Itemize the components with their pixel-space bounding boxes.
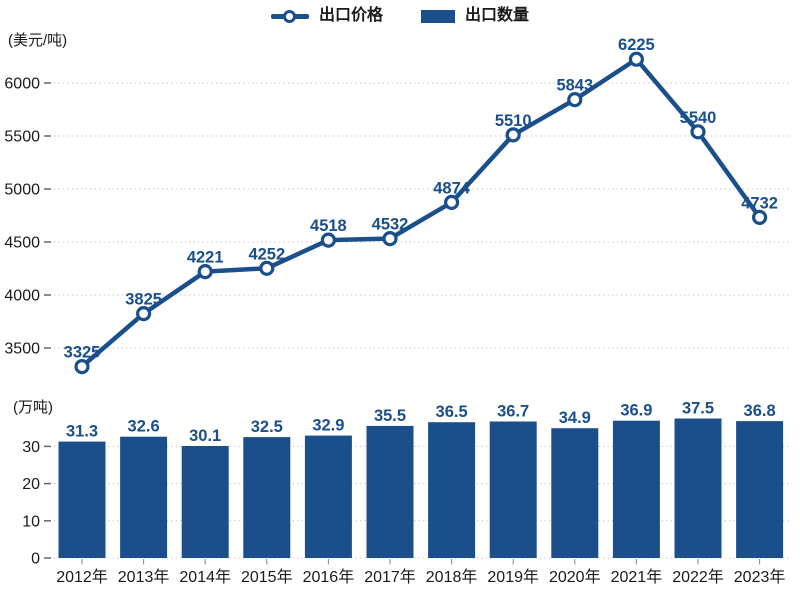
quantity-bar (736, 421, 784, 558)
x-tick-label: 2022年 (672, 568, 724, 586)
quantity-bar-label: 36.7 (497, 402, 529, 420)
x-tick-label: 2016年 (303, 568, 355, 586)
quantity-bar (58, 441, 106, 558)
price-point (74, 359, 90, 375)
quantity-bar (304, 435, 352, 558)
price-point-label: 4221 (187, 249, 224, 267)
quantity-y-tick-label: 10 (22, 513, 40, 530)
quantity-bar (366, 425, 414, 558)
price-line (79, 56, 762, 369)
price-point (320, 232, 336, 248)
price-point-label: 3325 (64, 344, 101, 362)
price-point (382, 231, 398, 247)
price-y-tick-label: 4000 (4, 288, 40, 305)
quantity-bar (674, 418, 722, 558)
x-tick-label: 2018年 (426, 568, 478, 586)
quantity-bar (428, 422, 476, 558)
line-series-icon (270, 9, 309, 23)
price-point-label: 6225 (618, 36, 655, 54)
quantity-bar (243, 437, 291, 558)
price-point (751, 209, 768, 225)
price-point (567, 91, 583, 108)
price-point (444, 194, 460, 210)
quantity-bar-label: 34.9 (559, 409, 591, 427)
legend-item-price: 出口价格 (270, 7, 383, 24)
quantity-y-tick-label: 0 (31, 551, 40, 568)
price-point (259, 260, 275, 276)
quantity-bar-label: 31.3 (66, 423, 98, 441)
bar-series-icon (421, 9, 455, 23)
quantity-bar-label: 36.5 (436, 403, 468, 421)
quantity-bar-label: 37.5 (682, 400, 714, 418)
quantity-bar-label: 35.5 (374, 407, 406, 425)
quantity-bar-label: 32.6 (128, 418, 160, 436)
legend-item-quantity: 出口数量 (421, 8, 529, 24)
price-y-tick-label: 3500 (4, 341, 40, 358)
x-tick-label: 2019年 (487, 568, 539, 586)
quantity-bar-label: 36.9 (620, 402, 652, 420)
x-tick-label: 2017年 (364, 568, 416, 586)
price-point-label: 5540 (680, 109, 717, 127)
price-point (505, 127, 521, 143)
quantity-bar (120, 436, 168, 558)
price-point-label: 5843 (556, 77, 593, 95)
quantity-bar-label: 30.1 (189, 427, 221, 445)
quantity-bar-label: 32.5 (251, 418, 283, 436)
price-point-label: 4252 (248, 245, 285, 263)
price-y-tick-label: 5500 (4, 129, 40, 146)
quantity-y-tick-label: 30 (22, 439, 40, 456)
quantity-axis-unit-label: (万吨) (13, 399, 53, 416)
x-tick-label: 2015年 (241, 568, 293, 586)
x-tick-label: 2012年 (56, 568, 108, 586)
price-point (628, 51, 645, 67)
legend-label-price: 出口价格 (318, 7, 383, 24)
x-tick-label: 2023年 (734, 568, 786, 586)
legend-label-quantity: 出口数量 (465, 7, 530, 24)
price-point-label: 4874 (433, 179, 471, 197)
x-tick-label: 2020年 (549, 568, 601, 586)
quantity-bar-label: 32.9 (312, 417, 344, 435)
price-point-label: 3825 (125, 291, 162, 309)
price-point-label: 4518 (310, 217, 347, 235)
price-y-tick-label: 5000 (4, 182, 40, 199)
price-point (197, 264, 213, 280)
quantity-bar (612, 420, 660, 558)
line-marker-icon (282, 9, 296, 23)
quantity-bar-label: 36.8 (744, 402, 776, 420)
quantity-y-tick-label: 20 (22, 476, 40, 493)
price-point-label: 4532 (372, 216, 409, 234)
price-y-tick-label: 6000 (4, 76, 40, 93)
chart-legend: 出口价格 出口数量 (0, 8, 800, 24)
price-point-label: 4732 (741, 194, 778, 212)
price-point (136, 306, 152, 322)
x-tick-label: 2014年 (179, 568, 231, 586)
price-point-label: 5510 (495, 112, 532, 130)
x-tick-label: 2021年 (611, 568, 663, 586)
price-y-tick-label: 4500 (4, 235, 40, 252)
quantity-bar (551, 428, 599, 558)
price-point (690, 124, 706, 140)
price-axis-unit-label: (美元/吨) (8, 32, 68, 49)
x-tick-label: 2013年 (118, 568, 170, 586)
quantity-bar (489, 421, 537, 558)
quantity-bar (181, 446, 229, 558)
